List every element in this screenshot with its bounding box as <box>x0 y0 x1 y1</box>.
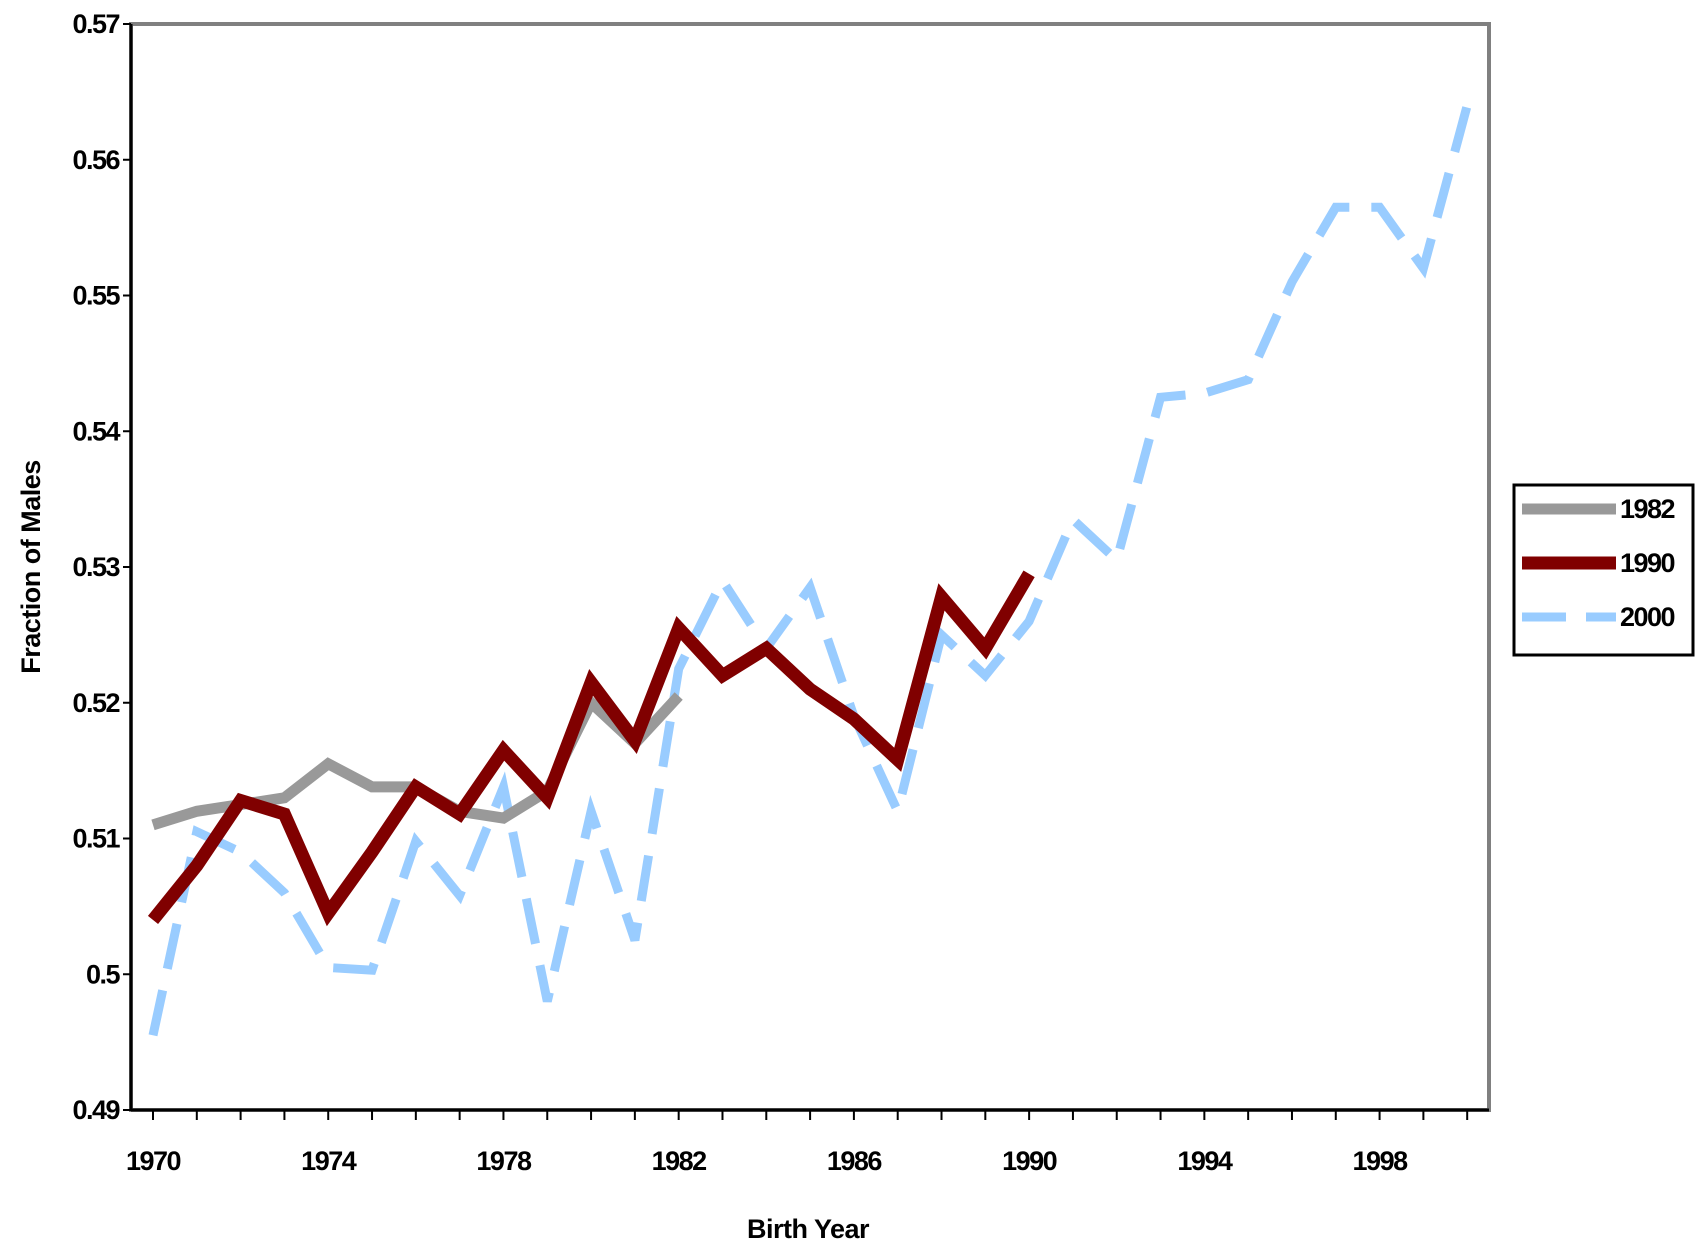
x-axis-title: Birth Year <box>747 1214 870 1242</box>
y-tick-label: 0.49 <box>72 1095 120 1125</box>
series-layer <box>147 104 1472 1037</box>
series-line-2000 <box>148 104 1472 1037</box>
x-tick-label: 1986 <box>827 1146 883 1176</box>
y-tick-label: 0.5 <box>86 959 121 989</box>
x-tick-label: 1990 <box>1002 1146 1057 1176</box>
y-tick-label: 0.56 <box>72 145 120 175</box>
y-tick-label: 0.51 <box>72 824 120 854</box>
legend-label-1982: 1982 <box>1620 494 1675 524</box>
legend-label-2000: 2000 <box>1620 602 1675 632</box>
x-axis-ticks: 1970 1974 1978 1982 1986 1990 1994 1998 <box>126 1110 1469 1176</box>
series-line-1990 <box>147 570 1035 927</box>
x-tick-label: 1978 <box>476 1146 532 1176</box>
x-tick-label: 1998 <box>1353 1146 1409 1176</box>
y-tick-label: 0.57 <box>72 9 119 39</box>
x-tick-label: 1982 <box>652 1146 707 1176</box>
x-tick-label: 1974 <box>301 1146 357 1176</box>
legend: 1982 1990 2000 <box>1512 483 1695 657</box>
y-tick-label: 0.54 <box>72 416 120 446</box>
y-axis-ticks: 0.49 0.5 0.51 0.52 0.53 0.54 0.55 0.56 0.57 <box>72 9 131 1125</box>
legend-label-1990: 1990 <box>1620 548 1675 578</box>
y-tick-label: 0.55 <box>72 281 120 311</box>
x-tick-label: 1994 <box>1177 1146 1233 1176</box>
y-tick-label: 0.52 <box>72 688 119 718</box>
y-axis-title: Fraction of Males <box>16 460 46 674</box>
x-tick-label: 1970 <box>126 1146 181 1176</box>
y-tick-label: 0.53 <box>72 552 120 582</box>
